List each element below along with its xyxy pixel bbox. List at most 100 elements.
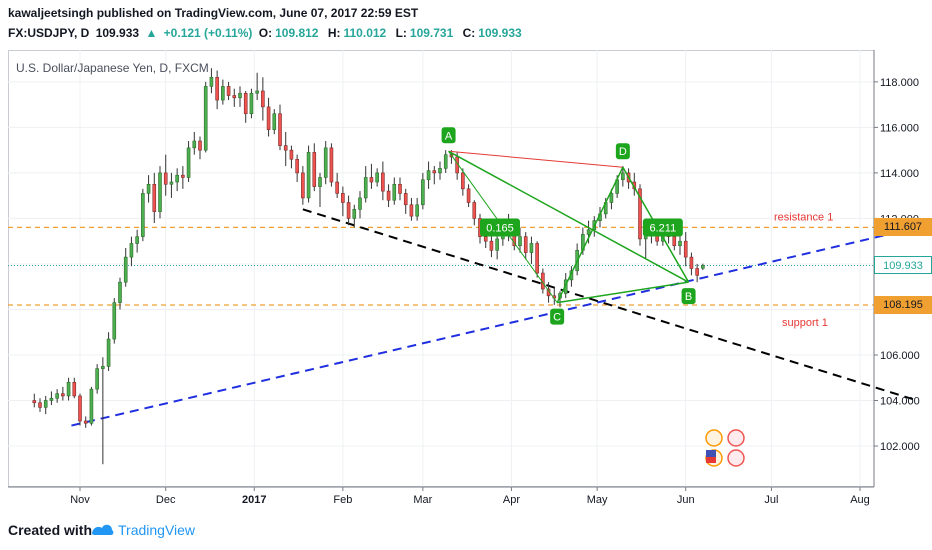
candle-body <box>232 95 237 99</box>
candle-body <box>438 168 442 174</box>
point-badge-B <box>681 288 696 305</box>
publish-info: published on TradingView.com, June 07, 2… <box>96 6 419 20</box>
tradingview-logo-icon <box>92 524 114 535</box>
price-chart[interactable]: resistance 1 support 1 A B C D 0.165 6.211 102… <box>0 0 932 514</box>
quote-line: FX:USDJPY, D 109.933 ▲ +0.121 (+0.11%) O… <box>8 26 528 40</box>
harmonic-pattern[interactable]: A B C D 0.165 6.211 <box>441 127 696 325</box>
candle-body <box>129 243 134 258</box>
ratio-label: 0.165 <box>486 223 514 235</box>
candle-body <box>341 193 345 203</box>
candle-body <box>472 202 477 219</box>
y-tick-label: 118.000 <box>880 77 919 89</box>
candle-body <box>518 236 522 247</box>
low-label: L: <box>395 26 407 40</box>
x-tick-label: Jun <box>677 494 695 506</box>
candle-body <box>466 188 471 203</box>
candle-body <box>352 209 357 219</box>
candle-body <box>638 188 642 240</box>
events-badge[interactable] <box>705 429 745 467</box>
high-label: H: <box>327 26 341 40</box>
candle-body <box>443 154 448 169</box>
candle-body <box>95 368 99 390</box>
candle-body <box>209 77 214 87</box>
candle-body <box>255 90 259 94</box>
candle-body <box>283 145 288 151</box>
x-tick-label: Mar <box>413 494 432 506</box>
candle-body <box>586 229 591 235</box>
candle-body <box>61 393 65 397</box>
candle-body <box>198 140 202 151</box>
candle-body <box>346 202 351 219</box>
candle-body <box>83 420 88 424</box>
candle-body <box>175 174 179 183</box>
candle-body <box>301 172 305 199</box>
x-tick-label: Aug <box>850 494 870 506</box>
candle-body <box>381 172 385 192</box>
candle-body <box>123 256 128 283</box>
symbol-label[interactable]: FX:USDJPY, D <box>8 26 90 40</box>
point-label-A: A <box>445 130 453 142</box>
candle-body <box>409 204 414 217</box>
event-dot-icon <box>727 449 745 467</box>
author-link[interactable]: kawaljeetsingh <box>8 6 94 20</box>
candle-body <box>192 140 197 149</box>
candle-body <box>146 183 151 194</box>
time-axis[interactable]: Nov Dec 2017 Feb Mar Apr May Jun Jul Aug <box>8 486 874 506</box>
candle-body <box>461 172 465 190</box>
leg-A-D <box>448 150 623 168</box>
candle-body <box>621 172 625 181</box>
candle-body <box>295 158 299 174</box>
candle-body <box>55 393 59 399</box>
footer: Created with TradingView <box>0 514 932 550</box>
candle-body <box>272 113 277 130</box>
trendlines <box>71 208 932 427</box>
candle-body <box>135 236 139 244</box>
x-tick-label: Feb <box>333 494 352 506</box>
candle-body <box>106 338 111 367</box>
publish-line: kawaljeetsingh published on TradingView.… <box>8 6 418 20</box>
candle-body <box>529 243 534 253</box>
candle-body <box>226 86 231 96</box>
ratio-badge <box>480 218 520 237</box>
point-label-B: B <box>685 291 692 303</box>
event-dot-icon <box>727 429 745 447</box>
candle-body <box>141 193 145 237</box>
candle-body <box>398 183 402 194</box>
candle-body <box>49 397 54 401</box>
created-with-label: Created with <box>8 522 93 538</box>
candle-body <box>169 181 174 185</box>
leg-C-B <box>557 281 689 304</box>
point-badge-A <box>441 127 456 144</box>
candle-body <box>266 106 271 130</box>
candle-body <box>701 265 705 269</box>
candle-body <box>32 400 37 404</box>
x-tick-label: 2017 <box>242 494 266 506</box>
candle-body <box>358 197 362 210</box>
point-badge-D <box>615 143 630 160</box>
candle-body <box>523 236 528 253</box>
candle-body <box>203 86 208 151</box>
x-tick-label: Dec <box>156 494 176 506</box>
close-value: 109.933 <box>478 26 522 40</box>
candle-body <box>392 183 397 201</box>
candle-body <box>386 190 391 201</box>
ratio-badge <box>642 218 683 237</box>
candle-body <box>329 147 334 183</box>
chart-title: U.S. Dollar/Japanese Yen, D, FXCM <box>16 61 209 75</box>
candle-body <box>221 86 225 101</box>
candle-body <box>112 302 117 340</box>
candle-body <box>689 256 694 269</box>
candle-body <box>403 193 408 206</box>
ratio-label: 6.211 <box>649 223 676 235</box>
y-tick-label: 104.000 <box>880 396 920 408</box>
leg-A-B <box>448 150 689 283</box>
x-tick-label: Nov <box>70 494 90 506</box>
candle-body <box>72 382 77 397</box>
candle-body <box>215 77 219 101</box>
candle-body <box>89 388 94 424</box>
tradingview-brand-link[interactable]: TradingView <box>118 522 196 538</box>
x-tick-label: Jul <box>764 494 778 506</box>
candle-body <box>369 177 374 183</box>
candle-body <box>426 170 431 181</box>
candle-body <box>186 147 191 178</box>
